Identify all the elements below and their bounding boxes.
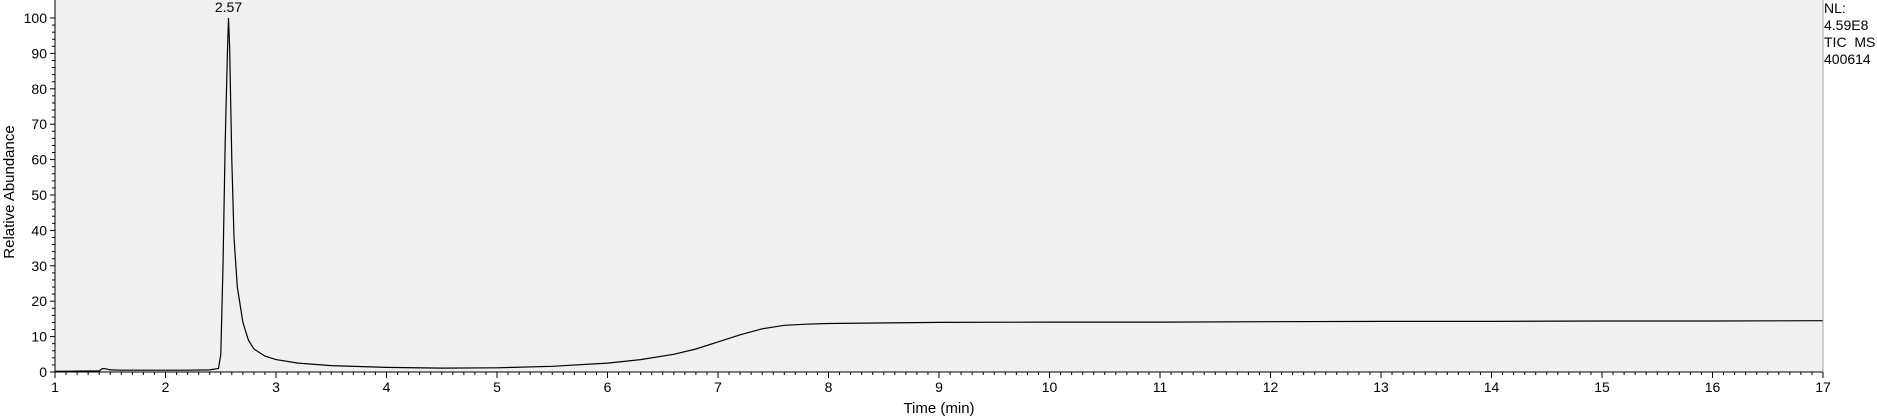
y-tick-label: 30 bbox=[31, 258, 47, 274]
x-tick-label: 1 bbox=[51, 379, 59, 395]
y-tick-label: 40 bbox=[31, 222, 47, 238]
y-tick-label: 10 bbox=[31, 329, 47, 345]
y-tick-label: 90 bbox=[31, 45, 47, 61]
y-tick-label: 70 bbox=[31, 116, 47, 132]
x-tick-label: 17 bbox=[1815, 379, 1831, 395]
x-tick-label: 8 bbox=[825, 379, 833, 395]
x-tick-label: 4 bbox=[383, 379, 391, 395]
x-tick-label: 16 bbox=[1705, 379, 1721, 395]
x-axis-title: Time (min) bbox=[903, 400, 974, 417]
y-axis-ticks: 0 10 20 30 40 50 60 70 80 90 100 bbox=[24, 10, 55, 380]
x-tick-label: 14 bbox=[1484, 379, 1500, 395]
x-tick-label: 7 bbox=[714, 379, 722, 395]
nl-label: NL: bbox=[1824, 0, 1846, 16]
peak-label: 2.57 bbox=[215, 0, 242, 15]
y-axis-title: Relative Abundance bbox=[1, 125, 18, 258]
x-tick-label: 10 bbox=[1042, 379, 1058, 395]
x-axis-ticks: 1 2 3 4 5 6 7 8 9 10 11 12 13 14 15 16 17 bbox=[51, 372, 1831, 395]
plot-area bbox=[55, 0, 1823, 372]
x-tick-label: 13 bbox=[1373, 379, 1389, 395]
x-tick-label: 6 bbox=[604, 379, 612, 395]
tic-trace-line bbox=[54, 17, 1824, 372]
y-tick-label: 100 bbox=[24, 10, 48, 26]
y-tick-label: 20 bbox=[31, 293, 47, 309]
x-tick-label: 15 bbox=[1594, 379, 1610, 395]
x-tick-label: 3 bbox=[272, 379, 280, 395]
x-tick-label: 12 bbox=[1263, 379, 1279, 395]
x-tick-label: 11 bbox=[1153, 379, 1168, 395]
y-tick-label: 50 bbox=[31, 187, 47, 203]
x-tick-label: 2 bbox=[162, 379, 170, 395]
y-tick-label: 80 bbox=[31, 81, 47, 97]
y-tick-label: 0 bbox=[39, 364, 47, 380]
x-tick-label: 5 bbox=[493, 379, 501, 395]
x-tick-label: 9 bbox=[935, 379, 943, 395]
y-tick-label: 60 bbox=[31, 152, 47, 168]
trace-info: NL: 4.59E8 TIC MS 400614 bbox=[1824, 0, 1875, 68]
nl-value: 4.59E8 bbox=[1824, 17, 1869, 33]
scan-filter: TIC MS bbox=[1824, 34, 1876, 50]
sample-id: 400614 bbox=[1824, 51, 1871, 67]
